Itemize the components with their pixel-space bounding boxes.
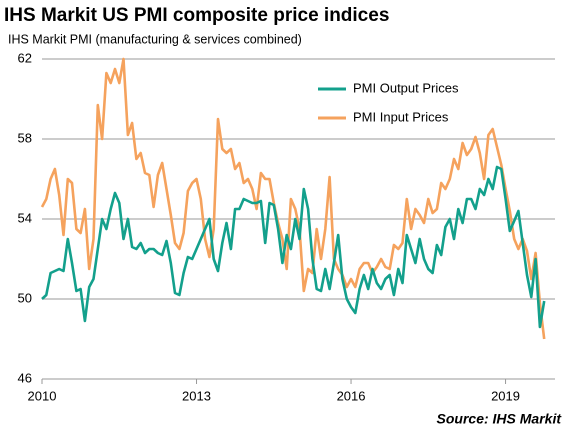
source: Source: IHS Markit [437,411,563,427]
y-tick-label: 50 [18,290,32,305]
x-tick-label: 2013 [182,388,211,403]
series-line [41,165,546,329]
y-tick-label: 54 [18,210,32,225]
chart-subtitle: IHS Markit PMI (manufacturing & services… [8,32,302,46]
y-tick-label: 46 [18,370,32,385]
x-tick-label: 2010 [28,388,57,403]
legend-label: PMI Output Prices [353,80,459,95]
chart-title: IHS Markit US PMI composite price indice… [4,5,389,26]
y-tick-label: 58 [18,130,32,145]
legend-label: PMI Input Prices [353,109,449,124]
x-tick-label: 2019 [491,388,520,403]
series-line [40,57,546,340]
x-tick-label: 2016 [337,388,366,403]
y-tick-label: 62 [18,50,32,65]
